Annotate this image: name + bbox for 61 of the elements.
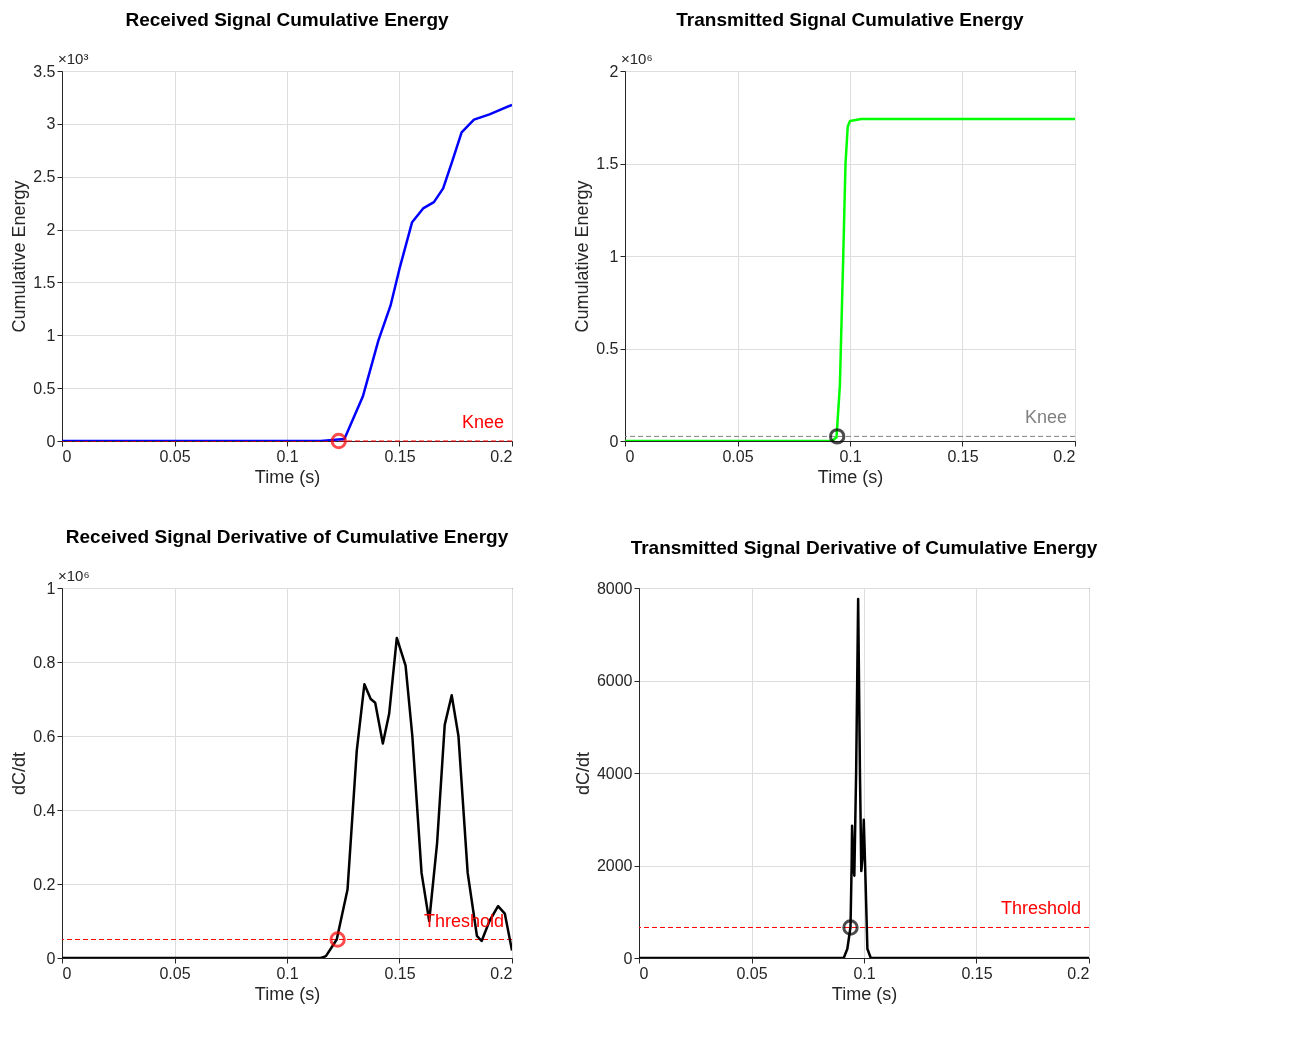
y-tick-label: 0.8: [33, 653, 56, 671]
ref-line-label: Knee: [461, 412, 504, 432]
y-axis-title: Cumulative Energy: [9, 180, 30, 333]
y-tick-label: 1.5: [596, 155, 619, 172]
chart-title: Received Signal Cumulative Energy: [125, 9, 449, 30]
ref-line-label: Threshold: [1000, 898, 1081, 919]
x-tick-label: 0.1: [839, 447, 862, 465]
x-tick-label: 0.2: [490, 447, 513, 465]
x-tick-label: 0.05: [736, 964, 768, 982]
y-tick-label: 0.2: [33, 875, 56, 893]
x-tick-label: 0.05: [159, 447, 191, 465]
x-tick-label: 0.2: [1053, 447, 1076, 465]
ref-line-label: Knee: [1024, 407, 1067, 428]
x-axis-title: Time (s): [254, 466, 321, 487]
y-tick-label: 0.5: [596, 340, 619, 357]
y-tick-label: 0: [609, 432, 619, 450]
text: ×10⁶: [58, 567, 90, 584]
chart-title: Transmitted Signal Derivative of Cumulative Energy: [630, 537, 1098, 558]
x-tick-label: 0.1: [276, 447, 299, 465]
x-tick-label: 0.15: [384, 964, 416, 982]
text: ×10³: [58, 50, 89, 67]
y-tick-label: 0.6: [33, 727, 56, 745]
y-tick-label: 0.4: [33, 801, 56, 819]
y-tick-label: 0: [623, 949, 633, 967]
y-tick-label: 8000: [596, 579, 633, 597]
y-axis-title: Cumulative Energy: [572, 180, 593, 333]
y-axis-title: dC/dt: [572, 751, 593, 796]
x-tick-label: 0.1: [853, 964, 876, 982]
x-tick-label: 0.1: [276, 964, 299, 982]
x-axis-title: Time (s): [817, 466, 884, 487]
y-tick-label: 0: [46, 432, 56, 450]
y-tick-label: 3: [46, 115, 56, 133]
y-axis-title: dC/dt: [9, 751, 30, 796]
x-tick-label: 0.15: [961, 964, 993, 982]
x-tick-label: 0.2: [490, 964, 513, 982]
x-tick-label: 0: [62, 447, 72, 465]
x-axis-title: Time (s): [254, 983, 321, 1004]
text: ×10⁶: [621, 50, 653, 67]
x-tick-label: 0.05: [722, 447, 754, 465]
y-tick-label: 1: [46, 326, 56, 344]
y-tick-label: 6000: [596, 672, 633, 689]
y-tick-label: 1.5: [33, 273, 56, 291]
y-tick-label: 2.5: [33, 168, 56, 186]
y-tick-label: 1: [609, 247, 619, 265]
x-axis-title: Time (s): [831, 983, 898, 1004]
x-tick-label: 0: [62, 964, 72, 982]
y-tick-label: 1: [46, 579, 56, 597]
y-tick-label: 2000: [596, 857, 633, 874]
x-tick-label: 0.2: [1067, 964, 1090, 982]
x-tick-label: 0.15: [384, 447, 416, 465]
x-tick-label: 0: [639, 964, 649, 982]
x-tick-label: 0.05: [159, 964, 191, 982]
y-tick-label: 3.5: [33, 62, 56, 80]
y-tick-label: 2: [46, 221, 56, 239]
y-tick-label: 4000: [596, 764, 633, 782]
chart-title: Received Signal Derivative of Cumulative Energy: [65, 526, 509, 547]
y-tick-label: 0: [46, 949, 56, 967]
y-tick-label: 2: [609, 62, 619, 80]
x-tick-label: 0.15: [947, 447, 979, 465]
y-tick-label: 0.5: [33, 379, 56, 397]
chart-title: Transmitted Signal Cumulative Energy: [676, 9, 1025, 30]
